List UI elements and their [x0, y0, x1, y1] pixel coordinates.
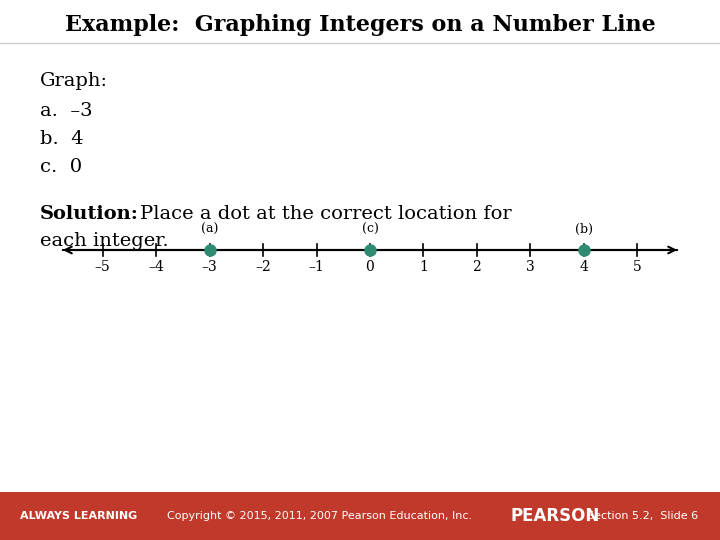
Text: 2: 2 — [472, 260, 481, 274]
Text: (c): (c) — [361, 223, 379, 236]
Text: –5: –5 — [95, 260, 111, 274]
Text: Copyright © 2015, 2011, 2007 Pearson Education, Inc.: Copyright © 2015, 2011, 2007 Pearson Edu… — [168, 511, 472, 521]
Text: Example:  Graphing Integers on a Number Line: Example: Graphing Integers on a Number L… — [65, 14, 655, 36]
Text: Solution:: Solution: — [40, 205, 139, 223]
Text: –1: –1 — [309, 260, 325, 274]
Text: a.  –3: a. –3 — [40, 102, 93, 120]
Text: PEARSON: PEARSON — [510, 507, 599, 525]
Text: 1: 1 — [419, 260, 428, 274]
Text: ALWAYS LEARNING: ALWAYS LEARNING — [20, 511, 138, 521]
Text: Section 5.2,  Slide 6: Section 5.2, Slide 6 — [580, 511, 698, 521]
Text: 4: 4 — [580, 260, 588, 274]
Text: 5: 5 — [633, 260, 642, 274]
Text: 0: 0 — [366, 260, 374, 274]
Text: (a): (a) — [201, 223, 218, 236]
Bar — [0, 492, 720, 540]
Text: –4: –4 — [148, 260, 164, 274]
Text: Graph:: Graph: — [40, 72, 108, 90]
Text: –2: –2 — [255, 260, 271, 274]
Text: each integer.: each integer. — [40, 232, 168, 250]
Text: c.  0: c. 0 — [40, 158, 82, 176]
Text: –3: –3 — [202, 260, 217, 274]
Text: 3: 3 — [526, 260, 535, 274]
Text: Place a dot at the correct location for: Place a dot at the correct location for — [140, 205, 512, 223]
Text: b.  4: b. 4 — [40, 130, 84, 148]
Text: (b): (b) — [575, 223, 593, 236]
